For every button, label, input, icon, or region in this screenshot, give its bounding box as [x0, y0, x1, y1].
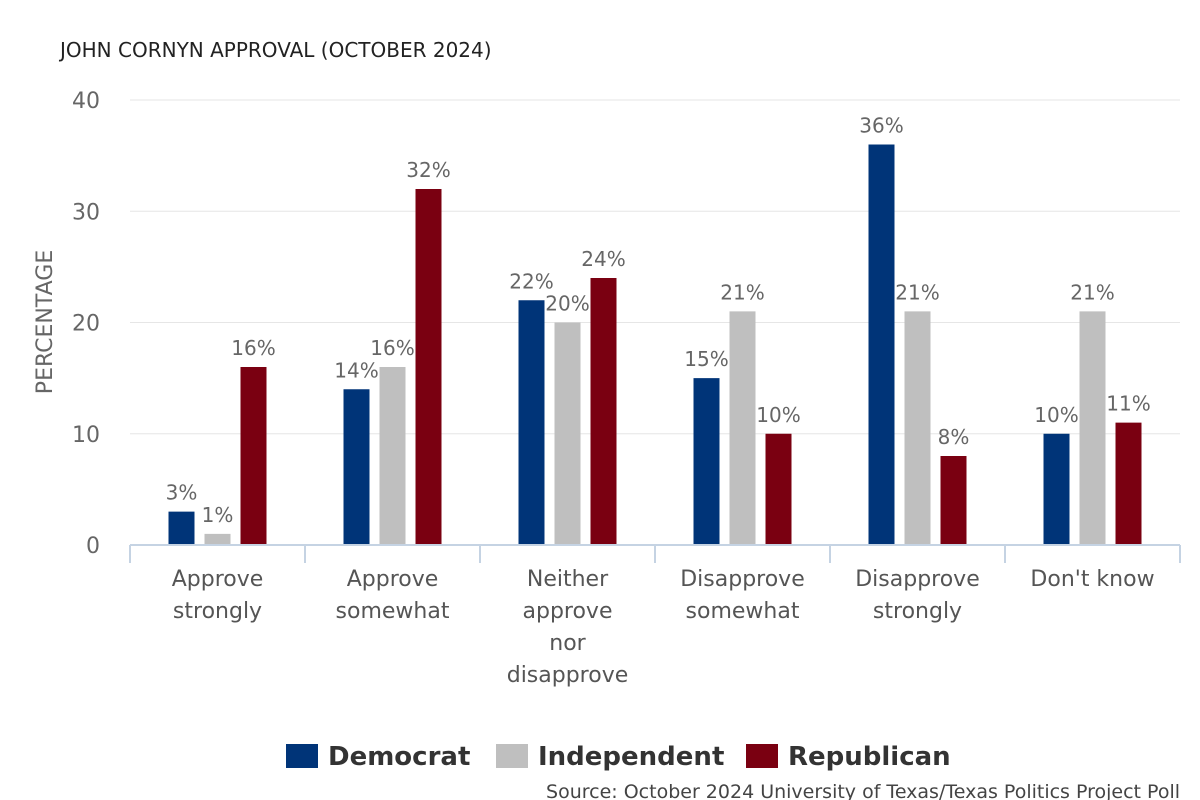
x-category-label: Disapprove somewhat — [680, 567, 805, 624]
x-category-label: Disapprove strongly — [855, 567, 980, 624]
bar-republican[interactable] — [240, 367, 267, 545]
data-label: 15% — [684, 347, 728, 371]
y-axis-label: PERCENTAGE — [33, 250, 58, 394]
data-label: 10% — [1034, 403, 1078, 427]
x-category-label: Neither approve nor disapprove — [507, 567, 629, 688]
data-label: 20% — [545, 292, 589, 316]
bar-democrat[interactable] — [343, 389, 370, 545]
legend-item-democrat[interactable]: Democrat — [286, 742, 470, 772]
bar-democrat[interactable] — [168, 511, 195, 545]
data-label: 21% — [720, 280, 764, 304]
x-axis — [129, 544, 1181, 563]
bar-independent[interactable] — [729, 311, 756, 545]
data-label: 14% — [334, 358, 378, 382]
bar-independent[interactable] — [554, 322, 581, 546]
x-category-label: Don't know — [1030, 567, 1154, 592]
x-axis-categories: Approve strongly Approve somewhat Neither app… — [172, 567, 1155, 688]
bar-republican[interactable] — [765, 433, 792, 545]
y-tick-label: 20 — [72, 312, 100, 337]
y-tick-label: 0 — [86, 534, 100, 559]
data-label: 16% — [231, 336, 275, 360]
data-label: 11% — [1106, 392, 1150, 416]
bar-independent[interactable] — [1079, 311, 1106, 545]
data-label: 16% — [370, 336, 414, 360]
y-tick-label: 10 — [72, 423, 100, 448]
legend-label: Republican — [788, 742, 951, 772]
data-label: 21% — [895, 280, 939, 304]
data-label: 24% — [581, 247, 625, 271]
bar-democrat[interactable] — [1043, 433, 1070, 545]
y-tick-label: 40 — [72, 89, 100, 114]
bar-republican[interactable] — [415, 189, 442, 545]
x-category-label: Approve strongly — [172, 567, 264, 624]
bar-democrat[interactable] — [518, 300, 545, 545]
legend-label: Democrat — [328, 742, 470, 772]
bar-democrat[interactable] — [693, 378, 720, 545]
source-note: Source: October 2024 University of Texas… — [546, 781, 1180, 800]
x-category-label: Approve somewhat — [336, 567, 450, 624]
bar-republican[interactable] — [590, 278, 617, 545]
data-label: 1% — [202, 503, 234, 527]
data-label: 32% — [406, 158, 450, 182]
legend-swatch — [496, 744, 528, 768]
y-axis-ticks: 0 10 20 30 40 — [72, 89, 100, 559]
data-label: 8% — [938, 425, 970, 449]
bar-democrat[interactable] — [868, 144, 895, 546]
bar-independent[interactable] — [379, 367, 406, 545]
legend-label: Independent — [538, 742, 724, 772]
data-label: 21% — [1070, 280, 1114, 304]
data-labels: 3%1%16%14%16%32%22%20%24%15%21%10%36%21%… — [166, 114, 1151, 527]
data-label: 36% — [859, 114, 903, 138]
legend-item-independent[interactable]: Independent — [496, 742, 724, 772]
bar-republican[interactable] — [1115, 422, 1142, 545]
chart-title: JOHN CORNYN APPROVAL (OCTOBER 2024) — [58, 38, 492, 62]
bar-independent[interactable] — [204, 533, 231, 545]
data-label: 3% — [166, 481, 198, 505]
data-label: 22% — [509, 269, 553, 293]
legend-swatch — [746, 744, 778, 768]
bar-republican[interactable] — [940, 456, 967, 545]
legend[interactable]: Democrat Independent Republican — [286, 742, 951, 772]
bar-independent[interactable] — [904, 311, 931, 545]
data-label: 10% — [756, 403, 800, 427]
legend-item-republican[interactable]: Republican — [746, 742, 951, 772]
y-tick-label: 30 — [72, 200, 100, 225]
legend-swatch — [286, 744, 318, 768]
bars — [168, 144, 1142, 546]
gridlines — [130, 99, 1180, 435]
